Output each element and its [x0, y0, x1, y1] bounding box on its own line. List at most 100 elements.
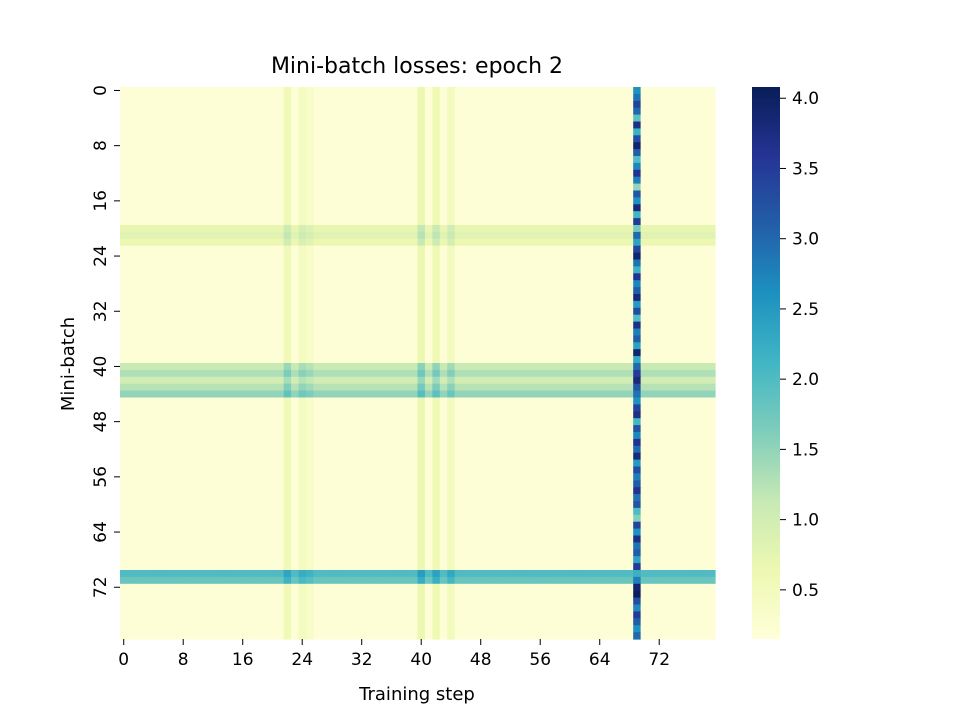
heatmap-cell [662, 100, 671, 109]
heatmap-cell [402, 404, 411, 412]
heatmap-cell [558, 142, 567, 150]
heatmap-cell [692, 176, 701, 185]
heatmap-cell [224, 514, 233, 523]
heatmap-cell [685, 135, 694, 143]
heatmap-cell [618, 211, 627, 219]
heatmap-cell [216, 397, 225, 405]
heatmap-cell [320, 445, 329, 454]
heatmap-cell [320, 100, 329, 109]
heatmap-cell [514, 369, 523, 378]
heatmap-cell [350, 487, 359, 495]
heatmap-cell [343, 128, 352, 136]
heatmap-cell [625, 287, 634, 295]
heatmap-cell [335, 238, 344, 247]
heatmap-cell [462, 328, 471, 336]
heatmap-cell [402, 397, 411, 405]
heatmap-cell [491, 231, 500, 240]
heatmap-cell [395, 259, 404, 267]
heatmap-cell [596, 487, 605, 495]
heatmap-cell [558, 411, 567, 419]
heatmap-cell [186, 169, 195, 178]
heatmap-cell [424, 452, 433, 461]
heatmap-cell [640, 452, 649, 461]
heatmap-cell [536, 211, 545, 219]
heatmap-cell [127, 438, 136, 447]
heatmap-cell [700, 294, 709, 302]
heatmap-cell [618, 356, 627, 364]
heatmap-cell [692, 314, 701, 323]
heatmap-cell [328, 335, 337, 343]
heatmap-cell [305, 197, 314, 205]
heatmap-cell [142, 93, 151, 102]
heatmap-cell [120, 100, 129, 109]
heatmap-cell [700, 238, 709, 247]
heatmap-cell [506, 162, 515, 171]
heatmap-cell [372, 459, 381, 468]
heatmap-cell [603, 328, 612, 336]
heatmap-cell [506, 473, 515, 481]
heatmap-cell [120, 397, 129, 405]
heatmap-cell [313, 349, 322, 357]
heatmap-cell [588, 494, 597, 502]
heatmap-cell [335, 494, 344, 502]
heatmap-cell [120, 252, 129, 261]
heatmap-cell [127, 307, 136, 316]
heatmap-cell [261, 93, 270, 102]
heatmap-cell [454, 156, 463, 164]
heatmap-cell [298, 107, 307, 116]
heatmap-cell [543, 128, 552, 136]
heatmap-cell [276, 349, 285, 357]
heatmap-cell [231, 183, 240, 192]
heatmap-cell [566, 383, 575, 392]
heatmap-cell [424, 425, 433, 433]
heatmap-cell [380, 473, 389, 481]
heatmap-cell [291, 287, 300, 295]
heatmap-cell [239, 149, 248, 157]
heatmap-cell [179, 425, 188, 433]
heatmap-cell [662, 466, 671, 474]
heatmap-cell [216, 211, 225, 219]
heatmap-cell [506, 438, 515, 447]
heatmap-cell [365, 376, 374, 385]
heatmap-cell [521, 390, 530, 399]
heatmap-cell [648, 93, 657, 102]
heatmap-cell [454, 356, 463, 364]
heatmap-cell [640, 156, 649, 164]
heatmap-cell [588, 197, 597, 205]
heatmap-cell [529, 107, 538, 116]
heatmap-cell [618, 266, 627, 274]
heatmap-cell [365, 162, 374, 171]
heatmap-cell [313, 266, 322, 274]
heatmap-cell [707, 445, 716, 454]
heatmap-cell [707, 245, 716, 254]
heatmap-cell [566, 266, 575, 274]
heatmap-cell [491, 259, 500, 267]
heatmap-cell [484, 93, 493, 102]
heatmap-cell [610, 169, 619, 178]
heatmap-cell [164, 487, 173, 495]
heatmap-cell [670, 266, 679, 274]
heatmap-cell [581, 100, 590, 109]
heatmap-cell [536, 342, 545, 350]
heatmap-cell [261, 218, 270, 226]
heatmap-cell [447, 438, 456, 447]
heatmap-cell [439, 432, 448, 440]
heatmap-cell [209, 93, 218, 102]
heatmap-cell [305, 514, 314, 523]
heatmap-cell [134, 266, 143, 274]
heatmap-cell [127, 225, 136, 233]
heatmap-cell [164, 176, 173, 185]
heatmap-cell [343, 225, 352, 233]
heatmap-cell [276, 466, 285, 474]
heatmap-cell [670, 445, 679, 454]
heatmap-cell [424, 501, 433, 509]
heatmap-cell [387, 425, 396, 433]
heatmap-cell [268, 314, 277, 323]
heatmap-cell [529, 142, 538, 150]
heatmap-cell [484, 225, 493, 233]
heatmap-cell [491, 466, 500, 474]
heatmap-cell [439, 266, 448, 274]
heatmap-cell [603, 307, 612, 316]
heatmap-cell [417, 487, 426, 495]
heatmap-cell [685, 494, 694, 502]
